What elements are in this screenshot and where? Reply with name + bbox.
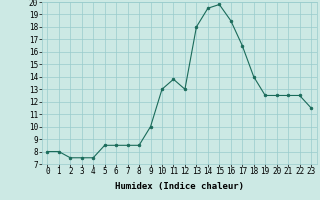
X-axis label: Humidex (Indice chaleur): Humidex (Indice chaleur) — [115, 182, 244, 191]
